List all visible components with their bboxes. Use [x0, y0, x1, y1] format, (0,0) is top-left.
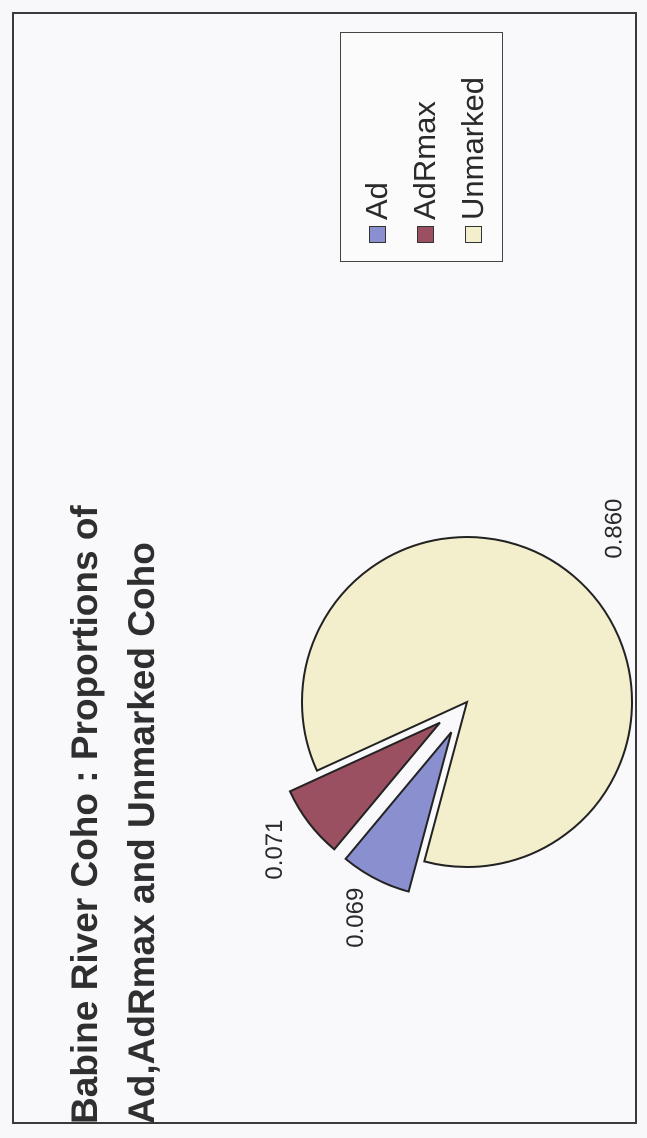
pie-slice-adrmax: [288, 721, 441, 851]
legend-swatch-unmarked: [464, 226, 482, 243]
value-label-adrmax: 0.071: [261, 819, 288, 879]
pie-chart: 0.069 0.071 0.860: [261, 499, 633, 948]
pie-value-labels: 0.069 0.071 0.860: [261, 499, 628, 948]
chart-stage: Babine River Coho : Proportions of Ad,Ad…: [12, 12, 637, 1124]
value-label-ad: 0.069: [342, 888, 369, 948]
legend-swatch-adrmax: [416, 226, 434, 243]
pie-slice-unmarked: [301, 536, 633, 868]
chart-legend: Ad AdRmax Unmarked: [340, 32, 503, 262]
pie-slices: [288, 536, 633, 893]
value-label-unmarked: 0.860: [601, 499, 628, 559]
legend-item-adrmax: AdRmax: [401, 33, 449, 243]
legend-swatch-ad: [368, 226, 386, 243]
legend-item-ad: Ad: [353, 33, 401, 243]
legend-label-adrmax: AdRmax: [407, 101, 442, 220]
legend-label-unmarked: Unmarked: [455, 77, 490, 220]
legend-item-unmarked: Unmarked: [449, 33, 497, 243]
pie-slice-ad: [344, 731, 453, 893]
legend-label-ad: Ad: [359, 182, 394, 220]
